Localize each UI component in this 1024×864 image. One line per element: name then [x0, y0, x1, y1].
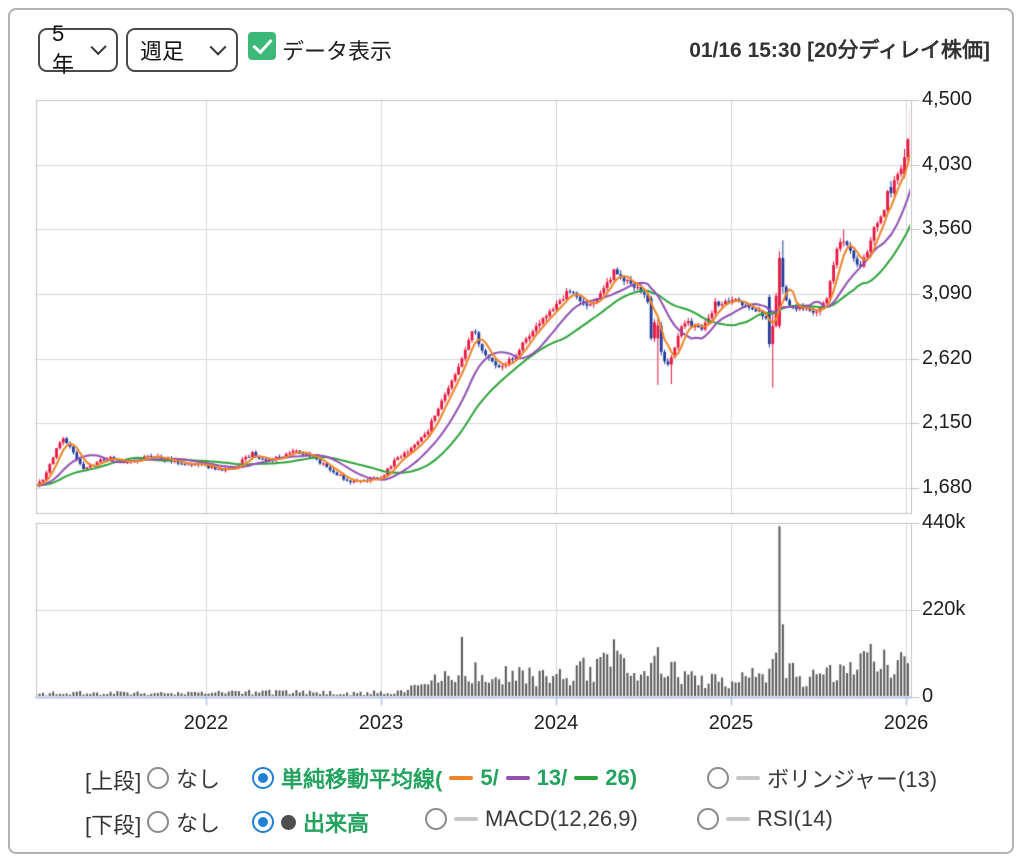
legend-option-text: RSI(14) — [757, 806, 833, 831]
lower-panel-option-macd[interactable]: MACD(12,26,9) — [425, 806, 638, 832]
upper-panel-option-sma-radio[interactable] — [252, 767, 274, 789]
upper-panel-option-bollinger-radio[interactable] — [707, 767, 729, 789]
lower-panel-option-rsi[interactable]: RSI(14) — [697, 806, 833, 832]
price-volume-chart-canvas[interactable] — [0, 0, 1024, 750]
line-swatch-icon — [736, 776, 760, 780]
legend-option-text: 出来高 — [303, 811, 370, 836]
legend-option-text: 13/ — [536, 765, 568, 790]
legend-option-text: MACD(12,26,9) — [485, 806, 638, 831]
bullet-swatch-icon — [281, 814, 296, 830]
legend-option-text: 26) — [605, 765, 638, 790]
radio-dot — [258, 773, 268, 783]
lower-panel-option-none[interactable]: なし — [147, 806, 220, 838]
line-swatch-icon — [574, 776, 599, 780]
line-swatch-icon — [505, 776, 530, 780]
legend-option-text: ボリンジャー(13) — [767, 767, 938, 792]
legend-row-upper: [上段] なし 単純移動平均線( 5/ 13/ 26) ボリンジャー(13) — [85, 762, 1010, 796]
legend-option-text: なし — [176, 767, 221, 792]
lower-panel-option-none-radio[interactable] — [147, 811, 169, 833]
radio-dot — [258, 817, 268, 827]
upper-panel-option-none-radio[interactable] — [147, 767, 169, 789]
upper-panel-option-sma[interactable]: 単純移動平均線( 5/ 13/ 26) — [252, 762, 637, 794]
lower-panel-option-volume-radio[interactable] — [252, 811, 274, 833]
lower-panel-option-macd-radio[interactable] — [425, 808, 447, 830]
lower-panel-option-rsi-radio[interactable] — [697, 808, 719, 830]
line-swatch-icon — [726, 817, 750, 821]
lower-panel-option-volume[interactable]: 出来高 — [252, 806, 369, 838]
upper-panel-label: [上段] — [85, 769, 142, 794]
line-swatch-icon — [449, 776, 474, 780]
lower-panel-label: [下段] — [85, 813, 142, 838]
upper-panel-option-bollinger[interactable]: ボリンジャー(13) — [707, 762, 937, 794]
legend-option-text: なし — [176, 811, 221, 836]
legend-option-text: 5/ — [480, 765, 499, 790]
legend-row-lower: [下段] なし 出来高 MACD(12,26,9) RSI(14) — [85, 806, 1010, 840]
upper-panel-option-none[interactable]: なし — [147, 762, 220, 794]
legend-option-text: 単純移動平均線( — [281, 767, 443, 792]
line-swatch-icon — [454, 817, 478, 821]
